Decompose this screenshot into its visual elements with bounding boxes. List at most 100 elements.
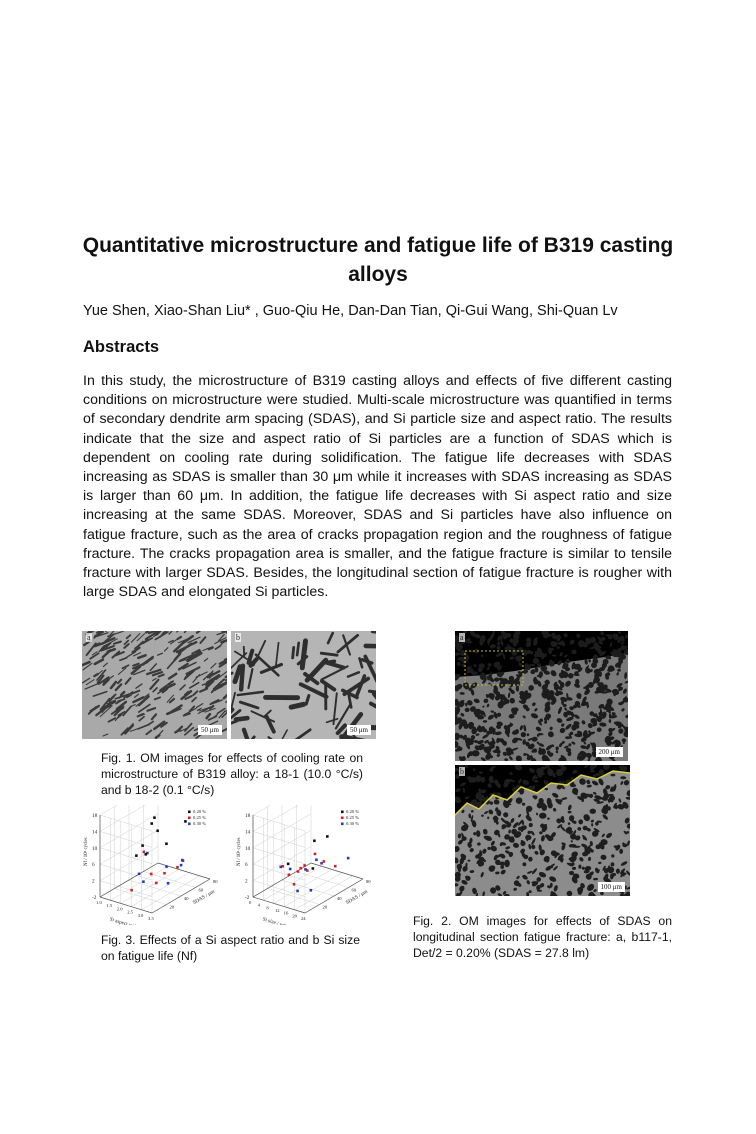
scatter-point xyxy=(144,853,148,856)
scatter-point xyxy=(322,860,326,863)
scatter-point xyxy=(130,888,133,892)
x-tick-label: 16 xyxy=(284,911,289,916)
fig2-micrograph-b: b 100 μm xyxy=(455,765,630,896)
legend-entry: 0.20 % xyxy=(346,809,359,814)
author-list: Yue Shen, Xiao-Shan Liu* , Guo-Qiu He, D… xyxy=(83,303,618,319)
x-tick-label: 1.0 xyxy=(96,900,102,905)
scatter-point xyxy=(156,829,159,833)
fig2-scale-bar-a: 200 μm xyxy=(595,747,623,757)
scatter-point xyxy=(304,868,307,871)
z-tick-label: 18 xyxy=(245,813,251,819)
scatter-point xyxy=(150,822,154,825)
x-tick-label: 2.5 xyxy=(127,910,133,915)
y-tick-label: 80 xyxy=(366,879,371,884)
y-tick-label: 20 xyxy=(170,905,175,910)
z-tick-label: 2 xyxy=(92,879,95,885)
fig2-micrograph-a: a 200 μm xyxy=(455,631,628,761)
z-tick-label: 10 xyxy=(92,846,98,852)
scatter-point xyxy=(154,881,158,885)
micrograph-texture xyxy=(231,631,376,739)
scatter-point xyxy=(176,865,179,869)
scatter-point xyxy=(299,866,303,870)
legend-marker xyxy=(341,810,344,814)
fig1-micrograph-b: b 50 μm xyxy=(231,631,376,739)
fig1-scale-bar-b: 50 μm xyxy=(347,725,371,735)
micrograph-texture xyxy=(82,631,227,739)
z-tick-label: -2 xyxy=(245,895,250,901)
fig1-micrograph-a-image xyxy=(82,631,227,739)
scatter-point xyxy=(165,842,168,846)
fig2-scale-bar-b: 100 μm xyxy=(597,882,625,892)
scatter-point xyxy=(137,872,141,876)
x-tick-label: 3.5 xyxy=(148,916,154,921)
x-axis-label: Si size / μm xyxy=(262,916,287,925)
scatter-point xyxy=(281,864,284,868)
fig3-caption: Fig. 3. Effects of a Si aspect ratio and… xyxy=(101,933,360,963)
scatter-point xyxy=(326,835,329,838)
fig1-panel-label-a: a xyxy=(86,633,92,642)
scatter-point xyxy=(163,871,166,875)
z-tick-label: 6 xyxy=(92,862,95,868)
legend-entry: 0.30 % xyxy=(346,821,359,826)
z-tick-label: 6 xyxy=(245,862,248,868)
y-tick-label: 40 xyxy=(184,896,189,901)
paper-title: Quantitative microstructure and fatigue … xyxy=(82,234,674,286)
fig1-panel-label-b: b xyxy=(235,633,241,642)
legend-marker xyxy=(341,822,344,826)
scatter-point xyxy=(279,865,283,869)
x-tick-label: 20 xyxy=(292,913,297,918)
scatter-point xyxy=(286,862,290,866)
scatter-point xyxy=(311,867,315,870)
fig1-micrograph-a: a 50 μm xyxy=(82,631,227,739)
scatter-point xyxy=(149,872,153,876)
x-tick-label: 0 xyxy=(249,900,252,905)
x-tick-label: 3.0 xyxy=(138,913,144,918)
scatter-point xyxy=(288,867,292,871)
x-tick-label: 8 xyxy=(266,905,269,910)
fig1-micrograph-b-image xyxy=(231,631,376,739)
legend-entry: 0.25 % xyxy=(346,815,359,820)
fig3-plot-b: 18 14 10 6 2 -2 0 4 8 12 16 20 24 20 40 60 80 Si size / μ… xyxy=(233,805,383,925)
z-tick-label: 14 xyxy=(245,829,251,835)
abstract-body: In this study, the microstructure of B31… xyxy=(83,373,672,601)
y-tick-label: 20 xyxy=(323,905,328,910)
scatter-point xyxy=(296,870,300,873)
abstract-heading: Abstracts xyxy=(83,338,160,356)
y-axis-label: SDAS / μm xyxy=(345,889,369,906)
scatter-point xyxy=(179,863,183,867)
legend-entry: 0.25 % xyxy=(193,815,206,820)
scatter-point xyxy=(180,858,184,862)
z-tick-label: 2 xyxy=(245,879,248,885)
fracture-profile-line xyxy=(455,770,630,816)
scatter-point xyxy=(292,882,296,886)
scatter-point xyxy=(346,856,350,860)
y-axis-label: SDAS / μm xyxy=(192,889,216,906)
scatter-point xyxy=(313,852,317,856)
scatter-point xyxy=(303,864,306,867)
scatter-point xyxy=(141,844,144,847)
scatter-point xyxy=(315,858,318,862)
scatter-point xyxy=(184,820,187,823)
scatter-point xyxy=(135,854,138,857)
x-tick-label: 12 xyxy=(275,908,280,913)
legend-marker xyxy=(188,810,191,814)
x-tick-label: 4 xyxy=(258,903,261,908)
x-axis-label: Si aspect ratio xyxy=(109,916,139,925)
scatter-point xyxy=(146,851,149,855)
fig1-caption: Fig. 1. OM images for effects of cooling… xyxy=(101,751,363,797)
legend-entry: 0.30 % xyxy=(193,821,206,826)
scatter-point xyxy=(153,816,156,819)
scatter-point xyxy=(309,888,313,892)
z-axis-label: Nf / 10⁶ cycles xyxy=(83,837,89,866)
fig2-micrograph-a-image xyxy=(455,631,628,761)
fig2-panel-label-a: a xyxy=(459,633,465,642)
scatter-point xyxy=(306,869,309,872)
y-tick-label: 80 xyxy=(213,879,218,884)
scatter-point xyxy=(166,881,170,885)
y-tick-label: 60 xyxy=(199,888,204,893)
scatter-point xyxy=(320,861,323,865)
fig2-micrograph-b-image xyxy=(455,765,630,896)
scatter-point xyxy=(142,880,145,883)
z-tick-label: -2 xyxy=(92,895,97,901)
